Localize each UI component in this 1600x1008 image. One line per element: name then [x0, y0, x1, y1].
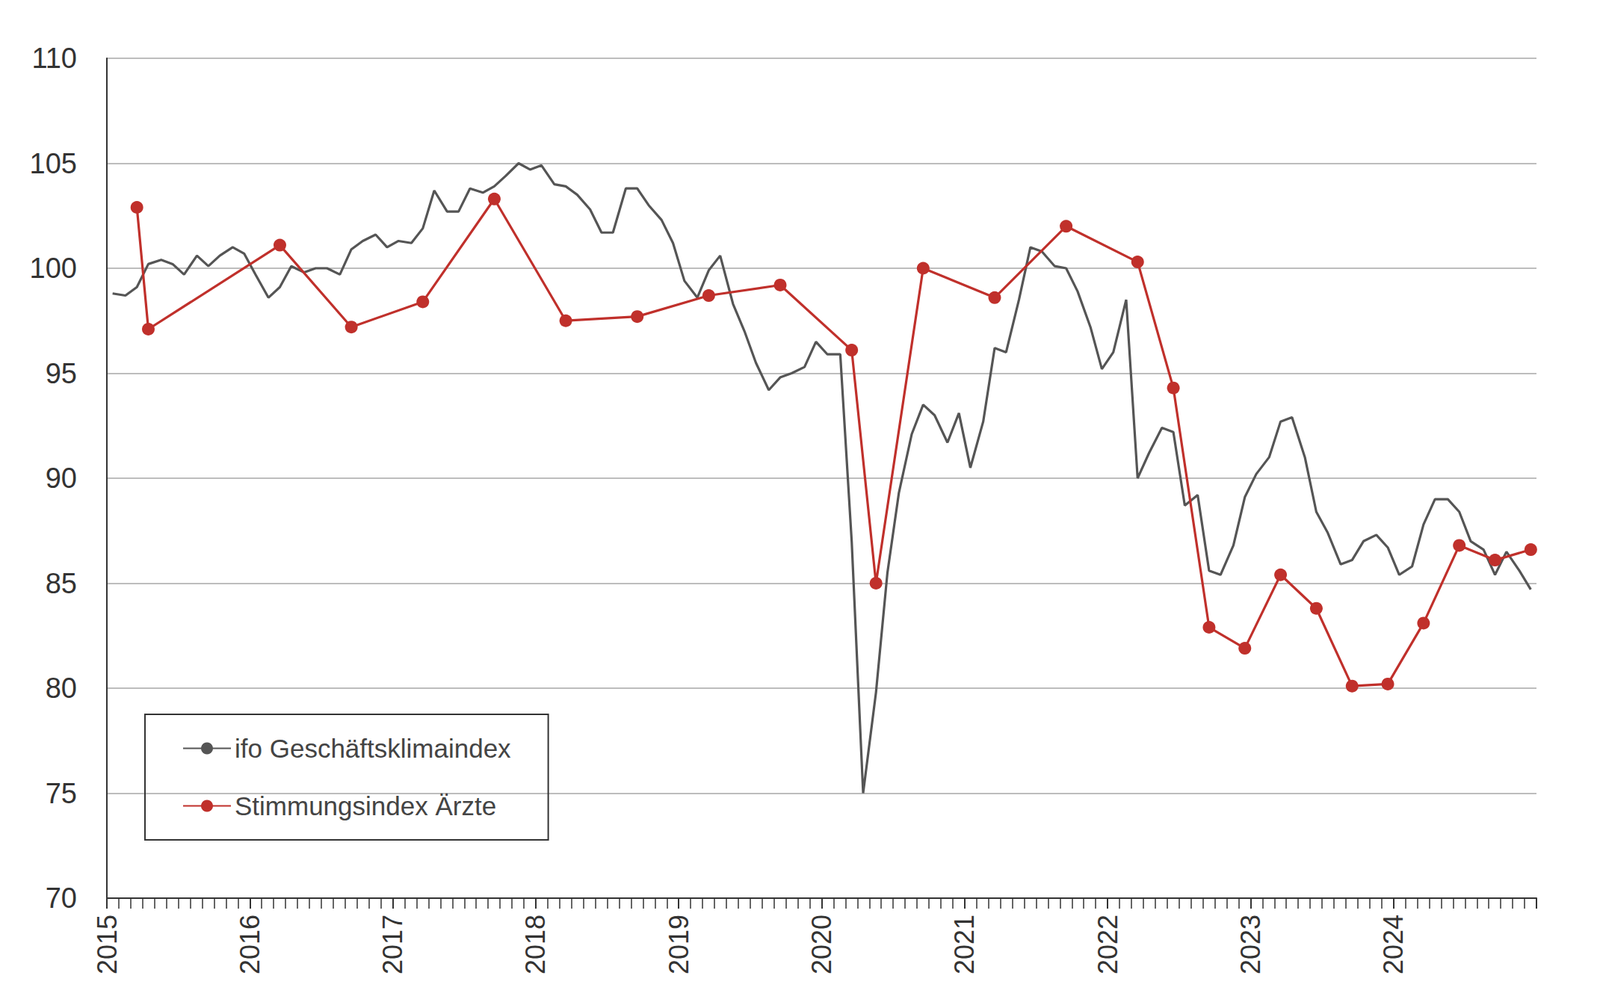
svg-text:2022: 2022	[1092, 914, 1124, 975]
svg-text:70: 70	[45, 882, 77, 914]
svg-text:95: 95	[45, 357, 77, 390]
svg-text:100: 100	[29, 252, 77, 284]
svg-text:2016: 2016	[234, 914, 266, 975]
svg-text:80: 80	[45, 672, 77, 704]
svg-text:90: 90	[45, 462, 77, 494]
svg-text:2021: 2021	[949, 914, 980, 975]
svg-text:Stimmungsindex Ärzte: Stimmungsindex Ärzte	[234, 791, 497, 821]
svg-text:2018: 2018	[520, 914, 551, 975]
svg-text:2015: 2015	[91, 914, 123, 975]
svg-text:110: 110	[31, 42, 77, 74]
svg-text:85: 85	[45, 567, 77, 600]
svg-text:75: 75	[45, 777, 77, 810]
svg-text:2020: 2020	[806, 914, 837, 975]
svg-text:2023: 2023	[1235, 914, 1266, 975]
svg-text:2017: 2017	[377, 914, 409, 975]
svg-text:2019: 2019	[663, 914, 695, 975]
svg-text:ifo Geschäftsklimaindex: ifo Geschäftsklimaindex	[234, 733, 512, 764]
svg-text:2024: 2024	[1378, 914, 1409, 975]
svg-text:105: 105	[29, 147, 77, 180]
